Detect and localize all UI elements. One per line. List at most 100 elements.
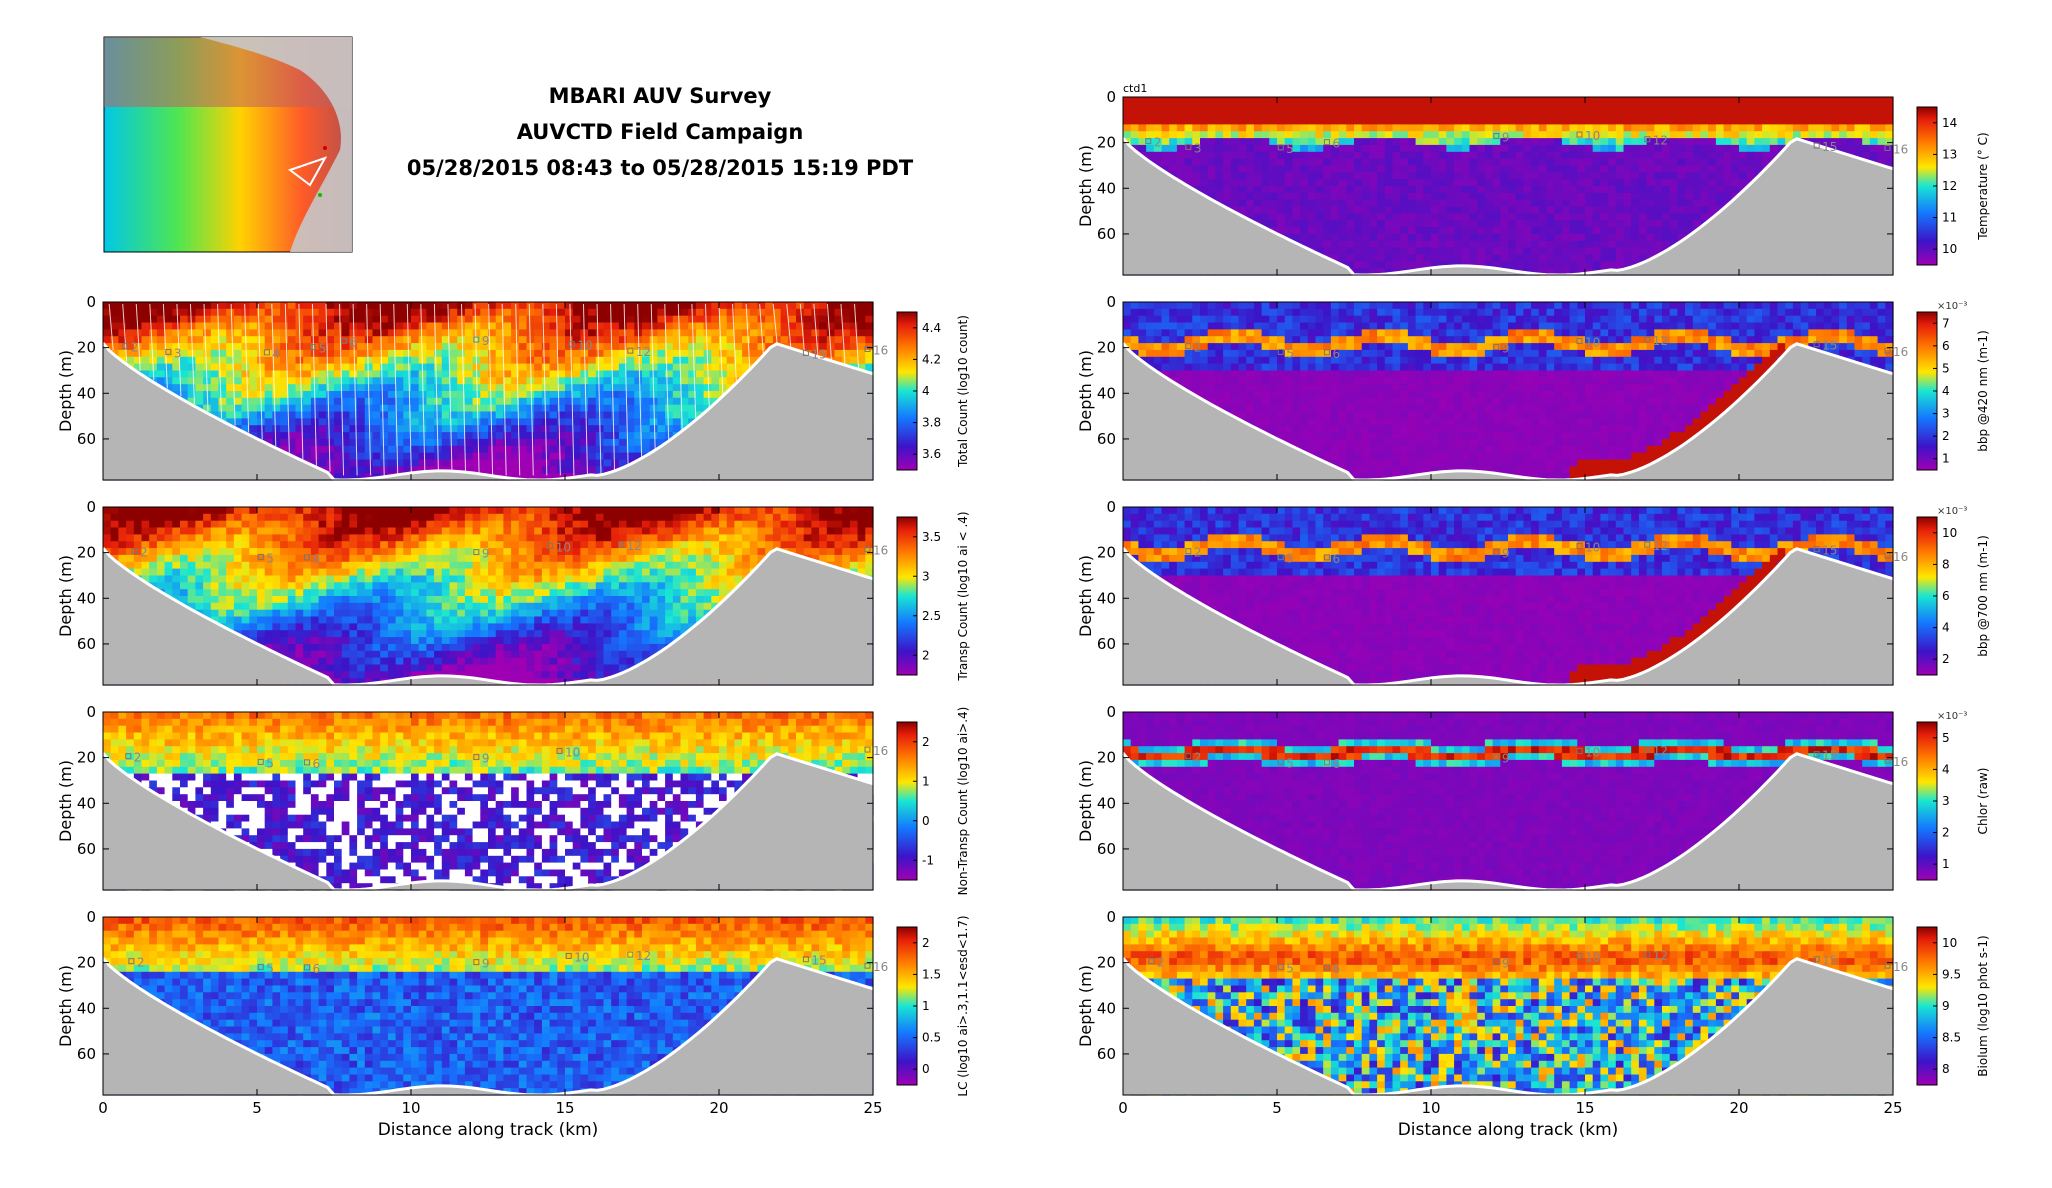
annotation-marker <box>1323 759 1330 766</box>
colorbar-multiplier: ×10⁻³ <box>1937 506 1967 517</box>
track-line <box>745 303 751 374</box>
annotation-label: 6 <box>349 335 357 349</box>
track-line <box>122 303 128 362</box>
annotation-label: 6 <box>312 962 320 976</box>
track-line <box>501 303 507 476</box>
y-tick-label: 60 <box>1097 635 1116 653</box>
annotation-marker <box>303 554 310 561</box>
annotation-label: 4 <box>272 347 280 361</box>
colorbar-tick-label: 2 <box>922 936 930 950</box>
annotation-marker <box>473 549 480 556</box>
annotation-label: 5 <box>1286 346 1294 360</box>
colorbar-label: Total Count (log10 count) <box>956 315 970 468</box>
colorbar-tick-label: 8 <box>1942 1062 1950 1076</box>
annotation-marker <box>802 956 809 963</box>
annotation-label: 3 <box>1194 141 1202 155</box>
annotation-label: 10 <box>1585 745 1600 759</box>
annotation-label: 6 <box>1332 962 1340 976</box>
annotation-marker <box>1277 348 1284 355</box>
annotation-marker <box>1185 548 1192 555</box>
axes-frame <box>102 711 874 891</box>
seafloor-fill <box>103 343 873 480</box>
annotation-label: 2 <box>131 341 139 355</box>
title-line-1: MBARI AUV Survey <box>370 84 950 108</box>
y-tick-label: 0 <box>1106 88 1116 106</box>
annotation-marker <box>473 959 480 966</box>
annotation-marker <box>131 548 138 555</box>
annotation-marker <box>802 349 809 356</box>
y-axis-label: Depth (m) <box>56 350 75 432</box>
y-axis-label: Depth (m) <box>1076 145 1095 227</box>
seafloor-edge <box>101 957 874 1097</box>
annotation-label: 10 <box>1585 129 1600 143</box>
colorbar-tick-label: 10 <box>1942 936 1957 950</box>
annotation-label: 6 <box>1332 757 1340 771</box>
track-line <box>135 303 141 372</box>
y-axis-label: Depth (m) <box>1076 965 1095 1047</box>
annotation-marker <box>1145 138 1152 145</box>
annotation-marker <box>1277 963 1284 970</box>
annotation-marker <box>1493 549 1500 556</box>
annotation-label: 12 <box>636 345 651 359</box>
y-tick-label: 40 <box>1097 999 1116 1017</box>
annotation-label: 2 <box>134 751 142 765</box>
annotation-marker <box>1813 341 1820 348</box>
annotation-marker <box>1813 142 1820 149</box>
y-tick-label: 40 <box>1097 179 1116 197</box>
annotation-label: 12 <box>1653 539 1668 553</box>
y-tick-label: 40 <box>77 999 96 1017</box>
track-line <box>176 303 182 397</box>
colorbar-label: Biolum (log10 phot s-1) <box>1976 935 1990 1076</box>
annotation-label: 3 <box>174 346 182 360</box>
colorbar-multiplier: ×10⁻³ <box>1937 301 1967 312</box>
axes-frame <box>102 506 874 686</box>
y-axis-label: Depth (m) <box>1076 350 1095 432</box>
annotation-marker <box>565 952 572 959</box>
track-line <box>664 303 670 444</box>
title-line-3: 05/28/2015 08:43 to 05/28/2015 15:19 PDT <box>370 156 950 180</box>
colorbar-tick-label: 9 <box>1942 999 1950 1013</box>
annotation-marker <box>257 553 264 560</box>
seafloor-fill <box>1123 958 1893 1095</box>
annotation-marker <box>257 963 264 970</box>
annotation-label: 12 <box>1653 949 1668 963</box>
track-line <box>650 303 656 453</box>
colorbar-tick-label: 1 <box>1942 452 1950 466</box>
annotation-label: 5 <box>266 551 274 565</box>
colorbar-tick-label: 10 <box>1942 526 1957 540</box>
track-line <box>813 303 819 356</box>
y-tick-label: 40 <box>1097 384 1116 402</box>
colorbar-label: Non-Transp Count (log10 ai>.4) <box>956 707 970 896</box>
track-line <box>772 303 778 345</box>
annotation-marker <box>1644 951 1651 958</box>
annotation-marker <box>864 546 871 553</box>
colorbar-tick-label: 2.5 <box>922 609 941 623</box>
track-line <box>718 303 724 400</box>
colorbar-tick-label: 8 <box>1942 557 1950 571</box>
annotation-label: 6 <box>1332 552 1340 566</box>
axes-frame <box>1122 711 1894 891</box>
track-line <box>257 303 263 440</box>
annotation-marker <box>263 349 270 356</box>
annotation-label: 5 <box>1286 961 1294 975</box>
seafloor-edge <box>1121 547 1894 687</box>
annotation-marker <box>1576 747 1583 754</box>
annotation-label: 15 <box>811 347 826 361</box>
annotation-label: 5 <box>1286 551 1294 565</box>
colorbar-tick-label: 13 <box>1942 147 1957 161</box>
track-line <box>284 303 290 453</box>
track-line <box>555 303 561 476</box>
annotation-label: 15 <box>1822 339 1837 353</box>
colorbar <box>896 721 918 881</box>
annotation-label: 9 <box>482 547 490 561</box>
annotation-marker <box>1185 343 1192 350</box>
track-line <box>488 303 494 476</box>
annotation-label: 10 <box>574 950 589 964</box>
annotation-label: 10 <box>1585 950 1600 964</box>
annotation-label: 10 <box>556 540 571 554</box>
